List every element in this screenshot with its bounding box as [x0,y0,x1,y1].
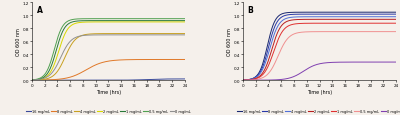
Y-axis label: OD 600 nm: OD 600 nm [227,28,232,56]
Legend: 16 mg/mL, 8 mg/mL, 4 mg/mL, 2 mg/mL, 1 mg/mL, 0.5 mg/mL, 0 mg/mL: 16 mg/mL, 8 mg/mL, 4 mg/mL, 2 mg/mL, 1 m… [24,108,193,114]
Legend: 16 mg/mL, 8 mg/mL, 4 mg/mL, 2 mg/mL, 1 mg/mL, 0.5 mg/mL, 0 mg/mL: 16 mg/mL, 8 mg/mL, 4 mg/mL, 2 mg/mL, 1 m… [235,108,400,114]
Text: A: A [36,6,42,15]
X-axis label: Time (hrs): Time (hrs) [307,89,332,94]
X-axis label: Time (hrs): Time (hrs) [96,89,121,94]
Y-axis label: OD 600 nm: OD 600 nm [16,28,21,56]
Text: B: B [248,6,253,15]
